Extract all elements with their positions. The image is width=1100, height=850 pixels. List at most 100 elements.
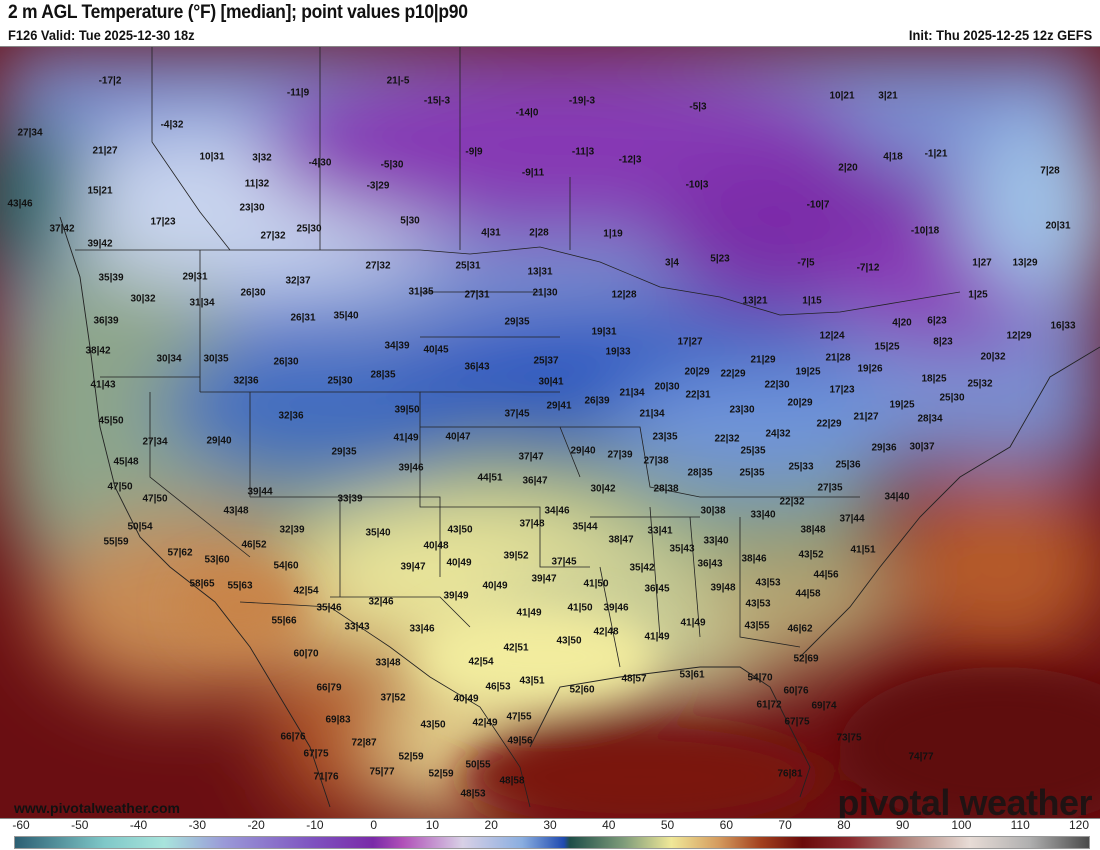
point-value-label: 27|31: [464, 289, 490, 301]
point-value-label: 29|40: [206, 435, 232, 447]
point-value-label: -9|9: [465, 146, 483, 158]
point-value-label: 36|39: [93, 315, 119, 327]
point-value-label: 34|39: [384, 340, 410, 352]
point-value-label: 32|36: [278, 410, 304, 422]
temperature-field: [0, 47, 1100, 818]
point-value-label: 50|55: [465, 759, 491, 771]
point-value-label: 48|53: [460, 788, 486, 800]
point-value-label: 3|32: [252, 152, 272, 164]
point-value-label: 52|60: [569, 684, 595, 696]
point-value-label: 41|49: [393, 432, 419, 444]
point-value-label: 44|51: [477, 472, 503, 484]
point-value-label: 17|23: [150, 216, 176, 228]
point-value-label: 27|38: [643, 455, 669, 467]
point-value-label: 21|29: [750, 354, 776, 366]
point-value-label: 28|34: [917, 413, 943, 425]
point-value-label: 54|70: [747, 672, 773, 684]
point-value-label: 43|53: [755, 577, 781, 589]
point-value-label: 28|38: [653, 483, 679, 495]
point-value-label: 22|29: [720, 368, 746, 380]
point-value-label: 15|21: [87, 185, 113, 197]
point-value-label: 28|35: [370, 369, 396, 381]
point-value-label: 37|44: [839, 513, 865, 525]
point-value-label: 27|34: [17, 127, 43, 139]
point-value-label: 67|75: [784, 716, 810, 728]
point-value-label: 30|37: [909, 441, 935, 453]
point-value-label: 37|45: [551, 556, 577, 568]
point-value-label: -7|12: [856, 262, 880, 274]
point-value-label: 55|66: [271, 615, 297, 627]
point-value-label: 39|49: [443, 590, 469, 602]
point-value-label: 22|31: [685, 389, 711, 401]
point-value-label: 34|40: [884, 491, 910, 503]
point-value-label: 3|21: [878, 90, 898, 102]
point-value-label: 26|39: [584, 395, 610, 407]
point-value-label: 32|36: [233, 375, 259, 387]
point-value-label: 25|33: [788, 461, 814, 473]
point-value-label: -11|9: [286, 87, 310, 99]
point-value-label: 52|59: [398, 751, 424, 763]
temperature-map[interactable]: -17|2 21|-5 -11|9 -15|-3 -19|-3 -5|3 10|21 3|21…: [0, 46, 1100, 819]
point-value-label: 31|34: [189, 297, 215, 309]
point-value-label: 18|25: [921, 373, 947, 385]
point-value-label: 27|32: [260, 230, 286, 242]
point-value-label: 44|58: [795, 588, 821, 600]
point-value-label: 55|63: [227, 580, 253, 592]
point-value-label: 41|50: [583, 578, 609, 590]
point-value-label: 30|42: [590, 483, 616, 495]
point-value-label: 47|50: [107, 481, 133, 493]
point-value-label: 25|37: [533, 355, 559, 367]
colorbar-tick-label: 0: [370, 818, 377, 832]
point-value-label: 69|74: [811, 700, 837, 712]
colorbar-tick-label: 60: [719, 818, 734, 832]
point-value-label: 19|25: [795, 366, 821, 378]
point-value-label: 20|31: [1045, 220, 1071, 232]
point-value-label: 21|27: [92, 145, 118, 157]
brand-watermark: pivotal weather: [837, 782, 1092, 819]
point-value-label: 42|54: [293, 585, 319, 597]
point-value-label: 76|81: [777, 768, 803, 780]
point-value-label: 30|38: [700, 505, 726, 517]
point-value-label: 42|51: [503, 642, 529, 654]
point-value-label: -9|11: [521, 167, 545, 179]
point-value-label: 10|31: [199, 151, 225, 163]
point-value-label: 35|39: [98, 272, 124, 284]
point-value-label: 27|35: [817, 482, 843, 494]
point-value-label: 28|35: [687, 467, 713, 479]
point-value-label: 36|43: [697, 558, 723, 570]
chart-title: 2 m AGL Temperature (°F) [median]; point…: [8, 2, 468, 23]
point-value-label: 66|79: [316, 682, 342, 694]
point-value-label: 27|39: [607, 449, 633, 461]
colorbar-tick-label: 10: [425, 818, 440, 832]
point-value-label: 1|27: [972, 257, 992, 269]
point-value-label: 26|30: [240, 287, 266, 299]
point-value-label: 25|31: [455, 260, 481, 272]
point-value-label: 22|29: [816, 418, 842, 430]
point-value-label: 8|23: [933, 336, 953, 348]
point-value-label: 21|27: [853, 411, 879, 423]
point-value-label: 55|59: [103, 536, 129, 548]
point-value-label: 42|49: [472, 717, 498, 729]
point-value-label: 44|56: [813, 569, 839, 581]
point-value-label: 45|48: [113, 456, 139, 468]
borders: [75, 47, 961, 808]
point-value-label: 17|27: [677, 336, 703, 348]
point-value-label: 23|30: [239, 202, 265, 214]
point-value-label: -15|-3: [423, 95, 451, 107]
point-value-label: 5|30: [400, 215, 420, 227]
point-value-label: 29|31: [182, 271, 208, 283]
point-value-label: 22|32: [779, 496, 805, 508]
point-value-label: 15|25: [874, 341, 900, 353]
point-value-label: 20|29: [787, 397, 813, 409]
website-url[interactable]: www.pivotalweather.com: [14, 800, 180, 816]
point-value-label: 40|49: [453, 693, 479, 705]
colorbar: [14, 836, 1090, 849]
point-value-label: 46|53: [485, 681, 511, 693]
point-value-label: 45|50: [98, 415, 124, 427]
point-value-label: 19|33: [605, 346, 631, 358]
point-value-label: 43|51: [519, 675, 545, 687]
point-value-label: 33|46: [409, 623, 435, 635]
point-value-label: 31|35: [408, 286, 434, 298]
point-value-label: 38|42: [85, 345, 111, 357]
point-value-label: -17|2: [98, 75, 122, 87]
